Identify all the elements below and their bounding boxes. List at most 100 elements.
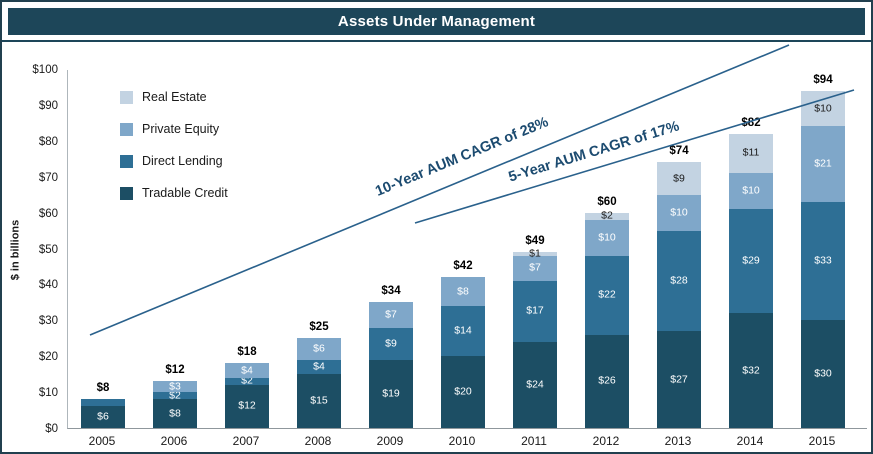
bar-2011: $24 $17 $7 $1 bbox=[513, 248, 557, 428]
legend-swatch-real-estate bbox=[120, 90, 133, 104]
tradable-credit-segment: $20 bbox=[441, 356, 485, 428]
real-estate-segment: $9 bbox=[657, 162, 701, 195]
bar-total-label: $42 bbox=[453, 260, 473, 273]
bar-total-label: $82 bbox=[741, 116, 761, 129]
bar-total-label: $49 bbox=[525, 235, 545, 248]
private-equity-segment: $7 bbox=[513, 255, 557, 281]
direct-lending-segment: $14 bbox=[441, 305, 485, 357]
segment-label: $17 bbox=[526, 304, 544, 317]
direct-lending-segment: $22 bbox=[585, 255, 629, 335]
direct-lending-segment: $4 bbox=[297, 359, 341, 375]
segment-label: $19 bbox=[382, 387, 400, 400]
bar-2006: $8 $2 $3 bbox=[153, 381, 197, 428]
bar-2012: $26 $22 $10 $2 bbox=[585, 210, 629, 428]
bar-total-label: $60 bbox=[597, 195, 617, 208]
segment-label: $7 bbox=[529, 261, 541, 274]
legend-swatch-tradable-credit bbox=[120, 186, 133, 200]
x-tick-label: 2010 bbox=[448, 434, 476, 448]
segment-label: $8 bbox=[169, 407, 181, 420]
segment-label: $3 bbox=[169, 380, 181, 393]
bar-total-label: $74 bbox=[669, 145, 689, 158]
bar-2015: $30 $33 $21 $10 bbox=[801, 90, 845, 428]
x-tick-label: 2006 bbox=[160, 434, 188, 448]
y-tick-label: $80 bbox=[38, 135, 58, 148]
segment-label: $6 bbox=[313, 342, 325, 355]
private-equity-segment: $10 bbox=[657, 194, 701, 231]
real-estate-segment: $1 bbox=[513, 248, 557, 259]
legend-swatch-private-equity bbox=[120, 122, 133, 136]
direct-lending-segment: $29 bbox=[729, 209, 773, 314]
legend-label: Private Equity bbox=[142, 122, 220, 136]
y-axis-ticks: $0 $10 $20 $30 $40 $50 $60 $70 $80 $90 $100 bbox=[2, 64, 62, 435]
legend-item-direct-lending: Direct Lending bbox=[120, 154, 228, 168]
direct-lending-segment: $28 bbox=[657, 230, 701, 332]
segment-label: $10 bbox=[598, 231, 616, 244]
segment-label: $29 bbox=[742, 254, 760, 267]
y-tick-label: $70 bbox=[38, 171, 58, 184]
segment-label: $22 bbox=[598, 288, 616, 301]
legend-item-tradable-credit: Tradable Credit bbox=[120, 186, 228, 200]
segment-label: $32 bbox=[742, 364, 760, 377]
y-tick-label: $100 bbox=[32, 64, 58, 76]
segment-label: $9 bbox=[673, 172, 685, 185]
bar-2010: $20 $14 $8 bbox=[441, 277, 485, 428]
tradable-credit-segment: $15 bbox=[297, 374, 341, 428]
bar-2007: $12 $2 $4 bbox=[225, 363, 269, 428]
tradable-credit-segment: $27 bbox=[657, 331, 701, 428]
private-equity-segment: $10 bbox=[729, 173, 773, 210]
legend-label: Direct Lending bbox=[142, 154, 223, 168]
segment-label: $9 bbox=[385, 337, 397, 350]
direct-lending-segment bbox=[81, 399, 125, 407]
bar-2008: $15 $4 $6 bbox=[297, 338, 341, 428]
bar-2013: $27 $28 $10 $9 bbox=[657, 162, 701, 428]
tradable-credit-segment: $24 bbox=[513, 341, 557, 428]
direct-lending-segment: $2 bbox=[225, 375, 269, 386]
segment-label: $10 bbox=[742, 184, 760, 197]
tradable-credit-segment: $19 bbox=[369, 359, 413, 428]
bar-2014: $32 $29 $10 $11 bbox=[729, 133, 773, 428]
real-estate-segment: $2 bbox=[585, 210, 629, 221]
segment-label: $4 bbox=[241, 364, 253, 377]
segment-label: $2 bbox=[169, 389, 181, 402]
segment-label: $21 bbox=[814, 157, 832, 170]
segment-label: $24 bbox=[526, 378, 544, 391]
segment-label: $28 bbox=[670, 274, 688, 287]
tradable-credit-segment: $32 bbox=[729, 313, 773, 428]
bar-total-label: $25 bbox=[309, 321, 329, 334]
private-equity-segment: $6 bbox=[297, 338, 341, 360]
bar-total-label: $34 bbox=[381, 285, 401, 298]
y-tick-label: $30 bbox=[38, 315, 58, 328]
x-tick-label: 2011 bbox=[521, 434, 547, 448]
direct-lending-segment: $9 bbox=[369, 327, 413, 360]
segment-label: $27 bbox=[670, 373, 688, 386]
y-tick-label: $60 bbox=[38, 207, 58, 220]
tradable-credit-segment: $26 bbox=[585, 334, 629, 428]
bar-total-label: $12 bbox=[165, 364, 185, 377]
tradable-credit-segment: $8 bbox=[153, 399, 197, 428]
y-tick-label: $0 bbox=[45, 423, 58, 435]
x-tick-label: 2005 bbox=[88, 434, 116, 448]
x-tick-label: 2013 bbox=[664, 434, 692, 448]
x-tick-label: 2012 bbox=[592, 434, 620, 448]
segment-label: $10 bbox=[670, 206, 688, 219]
real-estate-segment: $11 bbox=[729, 133, 773, 174]
direct-lending-segment: $2 bbox=[153, 389, 197, 402]
bar-2005: $6 bbox=[81, 399, 125, 428]
y-tick-label: $10 bbox=[38, 387, 58, 400]
x-tick-label: 2007 bbox=[232, 434, 260, 448]
direct-lending-segment: $33 bbox=[801, 201, 845, 321]
bar-total-label: $8 bbox=[96, 382, 110, 395]
legend-swatch-direct-lending bbox=[120, 154, 133, 168]
segment-label: $30 bbox=[814, 367, 832, 380]
tradable-credit-segment: $6 bbox=[81, 406, 125, 428]
legend-label: Real Estate bbox=[142, 90, 207, 104]
legend: Real Estate Private Equity Direct Lending T… bbox=[120, 90, 228, 218]
segment-label: $10 bbox=[814, 102, 832, 115]
segment-label: $33 bbox=[814, 254, 832, 267]
chart-title-band: Assets Under Management bbox=[8, 8, 865, 35]
real-estate-segment: $10 bbox=[801, 90, 845, 127]
legend-item-private-equity: Private Equity bbox=[120, 122, 228, 136]
title-rule bbox=[2, 40, 871, 42]
segment-label: $1 bbox=[529, 247, 541, 260]
